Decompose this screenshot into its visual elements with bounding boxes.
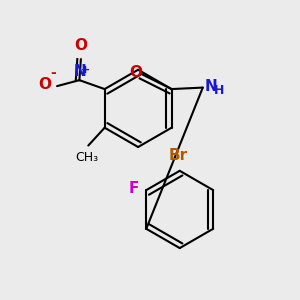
Text: +: + (81, 65, 91, 75)
Text: -: - (51, 66, 56, 80)
Text: O: O (129, 65, 142, 80)
Text: F: F (128, 181, 139, 196)
Text: CH₃: CH₃ (75, 151, 98, 164)
Text: O: O (74, 38, 87, 53)
Text: N: N (204, 79, 217, 94)
Text: Br: Br (169, 148, 188, 164)
Text: O: O (39, 77, 52, 92)
Text: N: N (74, 64, 86, 79)
Text: H: H (214, 84, 224, 97)
